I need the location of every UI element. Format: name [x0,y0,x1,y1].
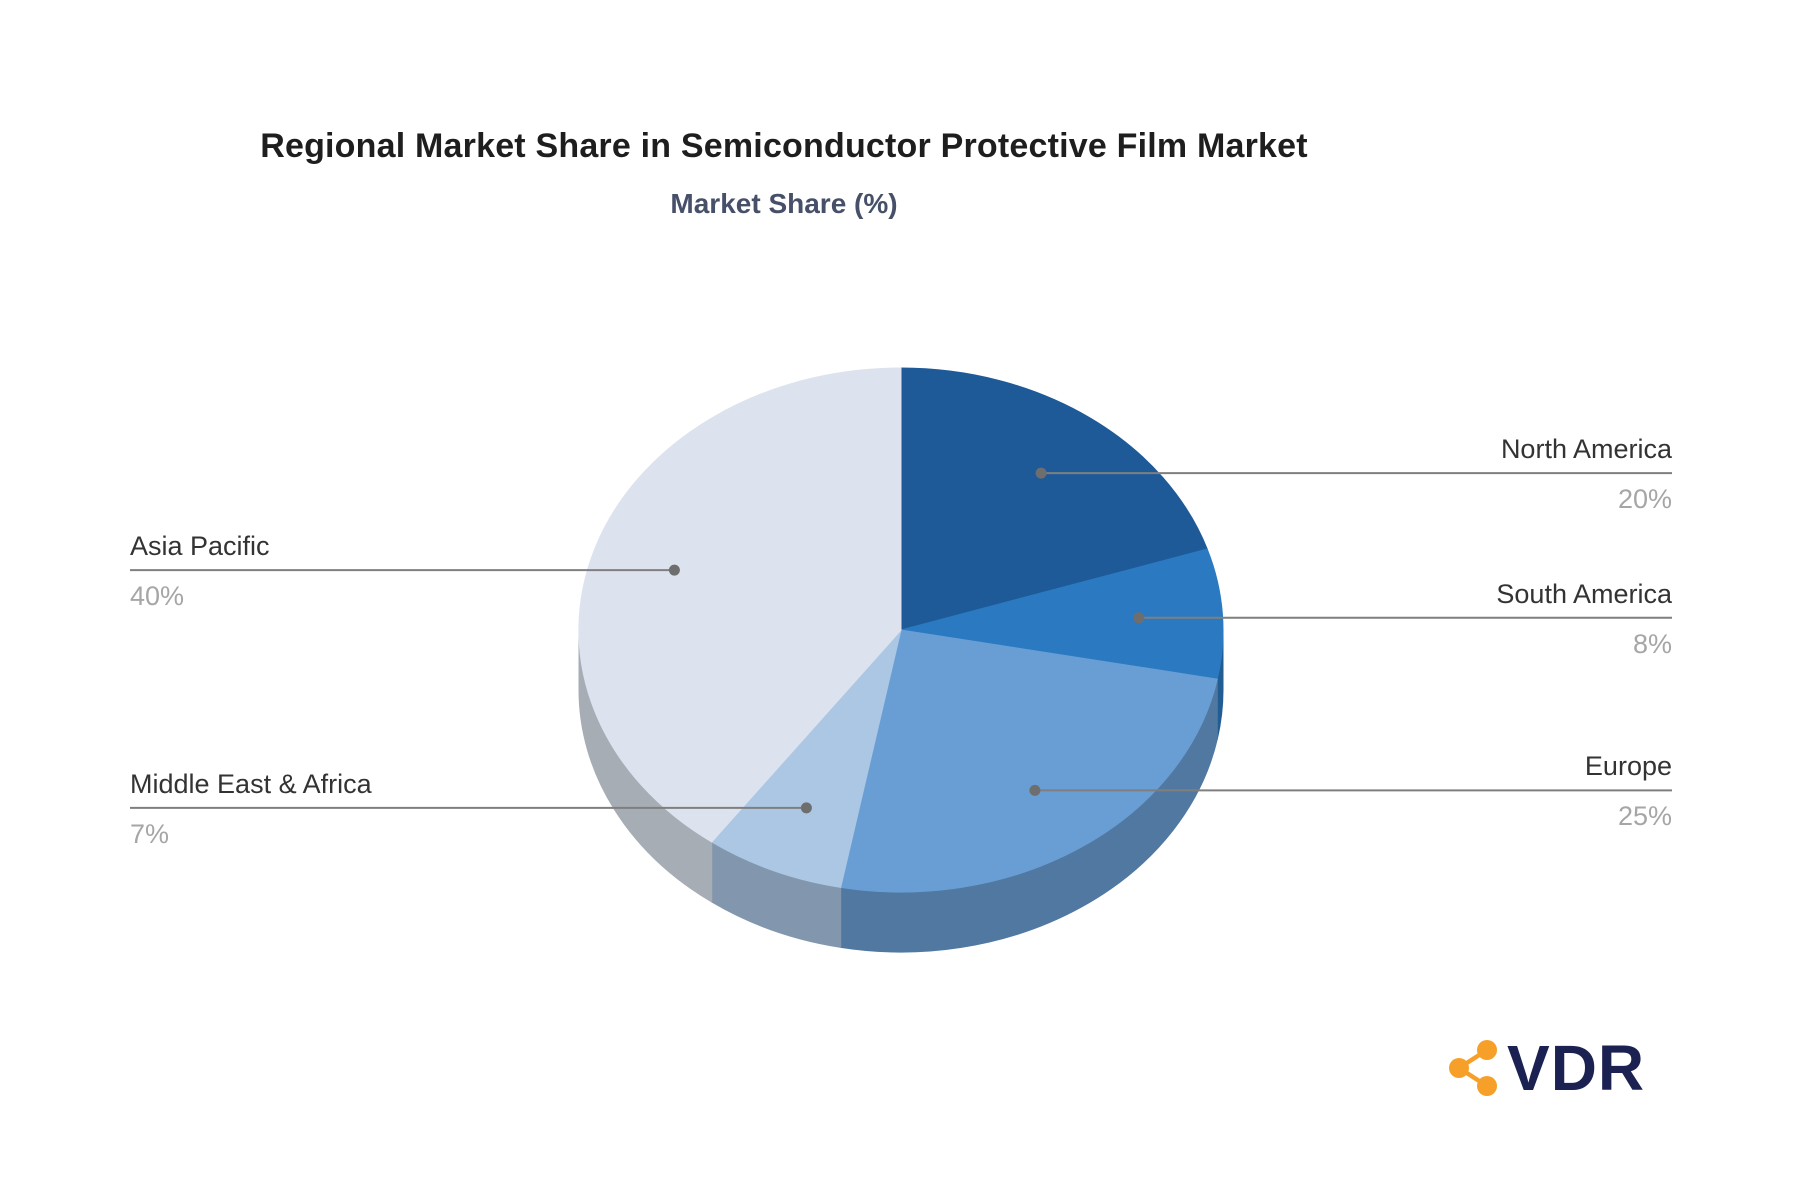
pie-label-dot-middle-east-africa [800,802,812,814]
pie-label-dot-north-america [1035,467,1047,479]
pie-slice-middle-east-africa[interactable] [710,629,902,888]
pie-label-asia-pacific: Asia Pacific 40% [130,529,630,613]
pie-label-south-america: South America 8% [1172,577,1672,661]
pie-label-dot-south-america [1133,612,1145,624]
share-network-icon [1449,1040,1497,1096]
pie-label-name: South America [1496,578,1672,609]
pie-label-value: 8% [1632,628,1672,659]
pie-label-middle-east-africa: Middle East & Africa 7% [130,767,630,851]
pie-label-north-america: North America 20% [1172,432,1672,516]
pie-label-name: Middle East & Africa [130,768,372,799]
logo-text: VDR [1507,1032,1646,1104]
pie-label-value: 20% [1617,484,1672,515]
vdr-logo: VDR [1442,1036,1645,1100]
pie-slice-north-america[interactable] [900,367,1208,631]
pie-label-dot-europe [1029,784,1041,796]
pie-label-value: 7% [130,818,170,849]
chart-subtitle: Market Share (%) [670,188,898,219]
chart-header: Regional Market Share in Semiconductor P… [0,0,1568,221]
pie-label-value: 40% [130,581,185,612]
pie-slice-south-america[interactable] [900,548,1224,680]
pie-label-name: North America [1500,434,1672,465]
pie-slice-europe[interactable] [840,629,1218,893]
pie-label-name: Asia Pacific [130,531,270,562]
pie-label-value: 25% [1617,801,1672,832]
chart-title: Regional Market Share in Semiconductor P… [260,127,1308,165]
pie-label-dot-asia-pacific [668,564,680,576]
pie-label-europe: Europe 25% [1172,749,1672,833]
pie-label-name: Europe [1584,751,1672,782]
pie-slice-asia-pacific[interactable] [578,367,902,843]
